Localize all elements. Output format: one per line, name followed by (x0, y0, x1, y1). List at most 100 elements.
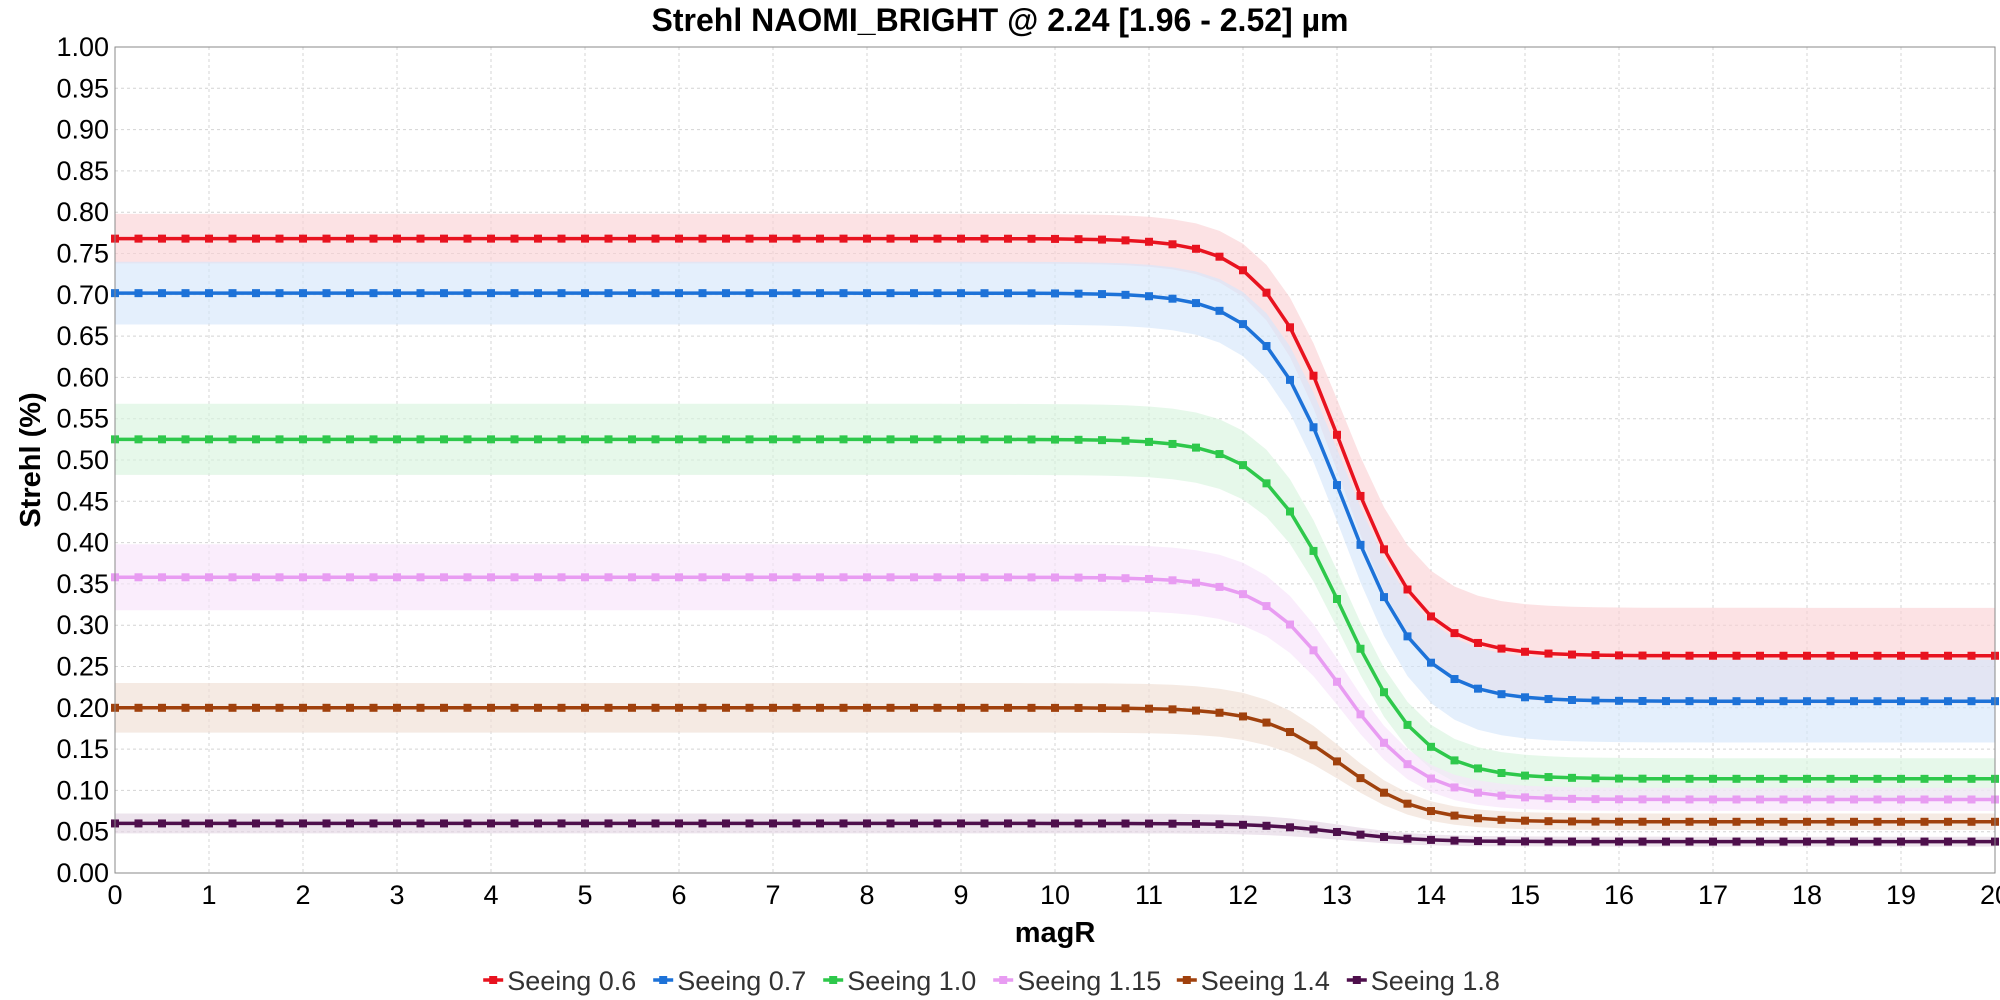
data-point (1074, 819, 1083, 828)
data-point (1450, 756, 1459, 765)
data-point (933, 435, 942, 444)
data-point (745, 573, 754, 582)
data-point (1897, 774, 1905, 783)
data-point (1027, 573, 1036, 582)
data-point (1568, 650, 1576, 659)
data-point (1544, 773, 1553, 782)
y-tick-label: 1.00 (56, 32, 109, 62)
plot-frame (114, 46, 1996, 874)
data-point (416, 703, 425, 712)
data-point (510, 289, 519, 298)
data-point (1286, 728, 1294, 737)
data-point (1497, 791, 1506, 800)
data-point (933, 289, 942, 298)
series-3 (111, 435, 1999, 783)
data-point (722, 573, 730, 582)
data-point (769, 573, 777, 582)
data-point (1145, 819, 1153, 828)
data-point (816, 435, 824, 444)
data-point (1568, 773, 1576, 782)
data-point (1074, 435, 1083, 444)
data-point (1168, 576, 1177, 585)
data-point (980, 703, 989, 712)
data-point (675, 234, 683, 243)
x-tick-label: 11 (1135, 880, 1163, 910)
series-lines (111, 234, 1999, 846)
data-point (252, 573, 260, 582)
data-point (933, 819, 942, 828)
data-point (1685, 651, 1694, 660)
data-point (581, 703, 589, 712)
x-tick-label: 7 (765, 880, 780, 910)
data-point (1944, 837, 1952, 846)
data-point (1732, 774, 1741, 783)
data-point (158, 234, 166, 243)
data-point (534, 703, 542, 712)
data-point (158, 289, 166, 298)
data-point (440, 289, 448, 298)
data-point (1286, 507, 1294, 516)
data-point (581, 573, 589, 582)
data-point (957, 435, 965, 444)
data-point (1356, 710, 1365, 719)
data-point (1967, 697, 1976, 706)
data-point (980, 819, 989, 828)
data-point (1450, 836, 1459, 845)
data-point (1333, 430, 1341, 439)
data-point (1450, 675, 1459, 684)
data-point (1850, 774, 1858, 783)
data-point (1239, 820, 1247, 829)
legend: Seeing 0.6 Seeing 0.7 Seeing 1.0 Seeing 1.1… (483, 966, 1500, 996)
data-point (1380, 788, 1388, 797)
data-point (1098, 704, 1106, 713)
data-point (1920, 817, 1929, 826)
data-point (1615, 696, 1623, 705)
data-point (1873, 837, 1882, 846)
data-point (1497, 837, 1506, 846)
data-point (745, 819, 754, 828)
data-point (1215, 252, 1224, 261)
data-point (651, 819, 660, 828)
data-point (675, 435, 683, 444)
data-point (581, 435, 589, 444)
data-point (557, 289, 566, 298)
data-point (1709, 697, 1717, 706)
data-point (1333, 827, 1341, 836)
data-point (769, 703, 777, 712)
data-point (252, 703, 260, 712)
data-point (1356, 540, 1365, 549)
data-point (651, 289, 660, 298)
data-point (1662, 697, 1670, 706)
data-point (416, 819, 425, 828)
data-point (1333, 677, 1341, 686)
data-point (628, 435, 636, 444)
data-point (1521, 647, 1529, 656)
data-point (1685, 817, 1694, 826)
data-point (1779, 817, 1788, 826)
data-point (181, 819, 190, 828)
data-point (1685, 837, 1694, 846)
data-point (1215, 708, 1224, 717)
data-point (1544, 695, 1553, 704)
data-point (1662, 651, 1670, 660)
data-point (910, 819, 918, 828)
y-tick-label: 0.80 (56, 197, 109, 227)
data-point (1826, 817, 1835, 826)
y-tick-label: 0.45 (56, 486, 109, 516)
data-point (275, 819, 284, 828)
data-point (463, 703, 472, 712)
data-point (1826, 837, 1835, 846)
data-point (205, 703, 213, 712)
data-point (1239, 590, 1247, 599)
data-point (1474, 764, 1482, 773)
data-point (1380, 593, 1388, 602)
data-point (957, 234, 965, 243)
data-point (839, 289, 848, 298)
y-tick-label: 0.70 (56, 280, 109, 310)
data-point (1356, 774, 1365, 783)
data-point (1638, 651, 1647, 660)
data-point (581, 234, 589, 243)
data-point (745, 435, 754, 444)
data-point (1168, 240, 1177, 249)
data-point (1286, 375, 1294, 384)
